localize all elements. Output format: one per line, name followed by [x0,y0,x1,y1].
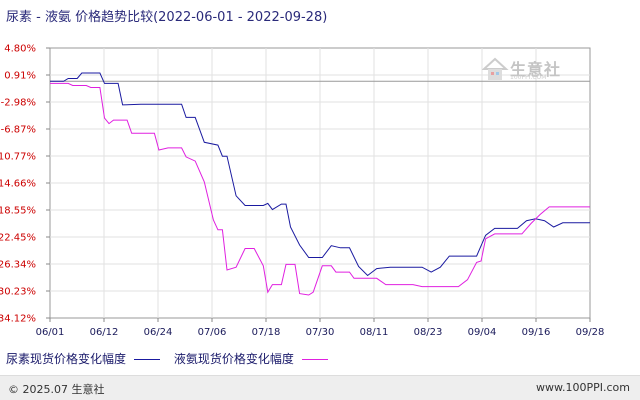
y-tick-label: -30.23% [0,287,36,298]
grid [50,48,590,318]
legend-swatch-0 [134,359,161,360]
y-tick-label: -18.55% [0,206,36,217]
series-lines [50,72,590,296]
legend-label-1: 液氨现货价格变化幅度 [173,352,294,366]
x-tick-label: 08/11 [360,327,389,338]
y-tick-label: 4.80% [4,44,36,55]
y-tick-label: -26.34% [0,260,36,271]
x-tick-label: 08/23 [414,327,443,338]
footer-copyright: © 2025.07 生意社 [8,383,105,396]
y-tick-label: -6.87% [1,125,36,136]
watermark-subtext: 100PPI.COM [510,74,547,81]
y-tick-label: -14.66% [0,179,36,190]
x-tick-label: 06/24 [144,327,173,338]
footer: © 2025.07 生意社 www.100PPI.com [0,375,640,400]
x-axis: 06/01 06/12 06/24 07/06 07/18 07/30 08/11 08/23… [36,318,605,338]
x-tick-label: 09/28 [576,327,605,338]
x-tick-label: 07/06 [198,327,227,338]
x-tick-label: 09/04 [468,327,497,338]
y-axis: 4.80% 0.91% -2.98% -6.87% -10.77% -14.66% -18.… [0,44,50,325]
watermark-logo-icon [482,57,509,80]
x-tick-label: 07/30 [306,327,335,338]
legend-swatch-1 [301,359,328,360]
chart-title: 尿素 - 液氨 价格趋势比较(2022-06-01 - 2022-09-28) [6,10,328,25]
x-tick-label: 06/12 [90,327,119,338]
y-tick-label: -10.77% [0,152,36,163]
legend-label-0: 尿素现货价格变化幅度 [6,352,127,366]
y-tick-label: -2.98% [1,98,36,109]
series-line-0 [50,72,590,277]
x-tick-label: 06/01 [36,327,65,338]
y-tick-label: -22.45% [0,233,36,244]
x-tick-label: 09/16 [522,327,551,338]
x-tick-label: 07/18 [252,327,281,338]
legend: 尿素现货价格变化幅度 液氨现货价格变化幅度 [6,350,338,367]
footer-site-link[interactable]: www.100PPI.com [536,381,630,394]
series-line-1 [50,82,590,296]
y-tick-label: 0.91% [4,71,36,82]
watermark-text: 生意社 [510,60,562,79]
y-tick-label: -34.12% [0,314,36,325]
